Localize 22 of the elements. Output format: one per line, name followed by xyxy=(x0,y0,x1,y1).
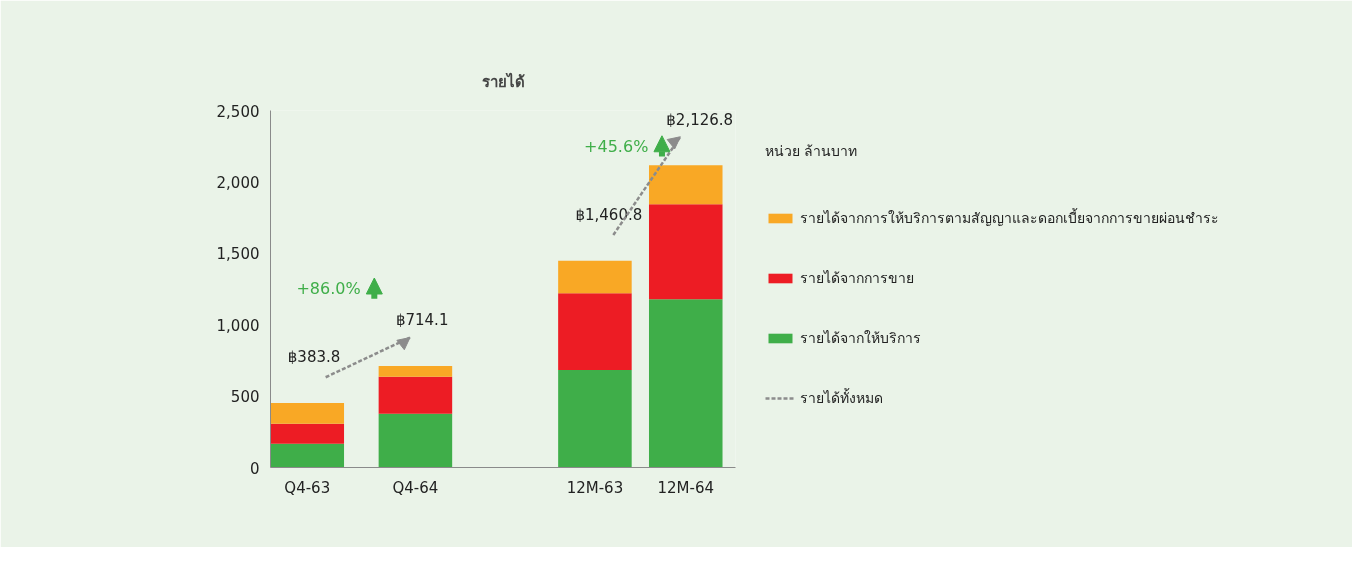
y-tick-label: 1,000 xyxy=(216,316,260,335)
annotation: ฿2,126.8 xyxy=(666,110,734,129)
chart-title: รายได้ xyxy=(481,71,525,91)
annotation: ฿714.1 xyxy=(395,311,449,330)
y-tick-label: 0 xyxy=(249,459,260,478)
x-tick-label: Q4-64 xyxy=(392,478,439,497)
text: รายได้ทั้งหมด xyxy=(800,387,883,408)
annotation: +45.6% xyxy=(584,136,649,156)
annotation: +86.0% xyxy=(296,279,361,299)
text: หน่วย ล้านบาท xyxy=(765,142,859,161)
y-tick-label: 1,500 xyxy=(216,245,260,264)
legend-label: รายได้จากการขาย xyxy=(800,269,914,288)
y-tick-label: 2,500 xyxy=(216,102,260,121)
legend-label: รายได้จากการให้บริการตามสัญญาและดอกเบี้ยจากการขายผ่อนชำระ xyxy=(800,207,1219,228)
x-tick-label: 12M-63 xyxy=(566,478,624,497)
x-tick-label: 12M-64 xyxy=(657,478,715,497)
legend-label: รายได้จากให้บริการ xyxy=(800,329,921,348)
y-tick-label: 500 xyxy=(230,388,260,407)
y-tick-label: 2,000 xyxy=(216,173,260,192)
annotation: ฿383.8 xyxy=(287,348,341,367)
annotation: ฿1,460.8 xyxy=(575,206,643,225)
x-tick-label: Q4-63 xyxy=(284,478,331,497)
